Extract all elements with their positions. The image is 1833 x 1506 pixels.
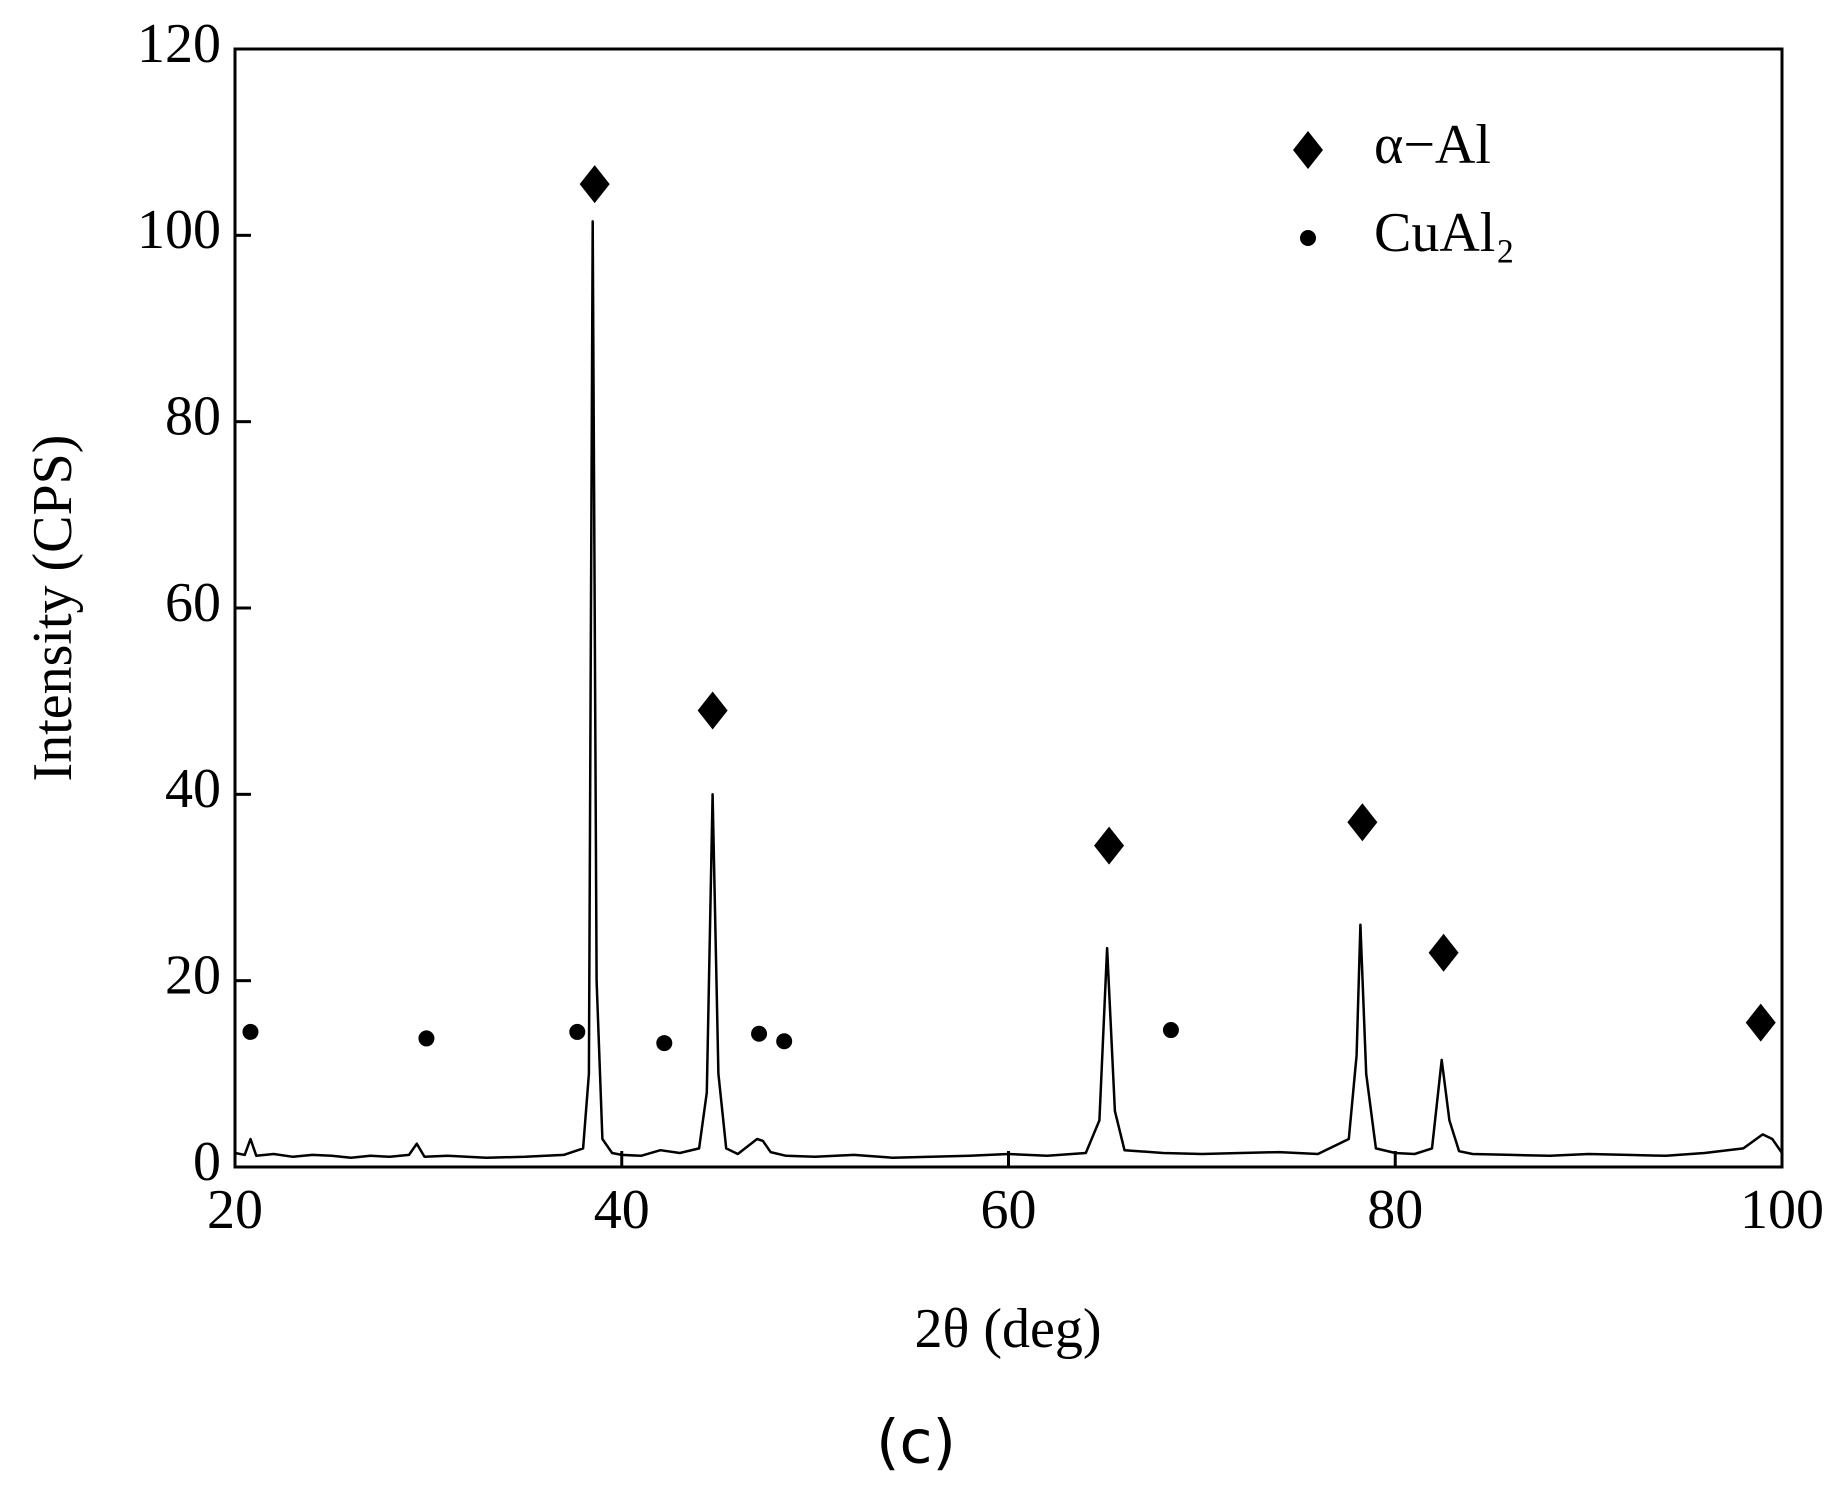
phase-marker [656, 1035, 673, 1052]
phase-marker [569, 1023, 586, 1040]
x-tick-label: 40 [594, 1179, 650, 1241]
y-tick-label: 80 [165, 386, 221, 448]
legend-label: CuAl₂ [1374, 202, 1515, 264]
x-tick-label: 80 [1367, 1179, 1423, 1241]
phase-marker [1094, 826, 1125, 865]
phase-marker [697, 691, 728, 730]
y-tick-label: 40 [165, 758, 221, 820]
y-axis-label: Intensity (CPS) [22, 435, 84, 782]
x-axis-label: 2θ (deg) [915, 1298, 1102, 1360]
phase-marker [579, 165, 610, 204]
phase-marker [751, 1025, 768, 1042]
plot-frame [233, 47, 1784, 1169]
phase-marker [242, 1023, 259, 1040]
y-tick-label: 60 [165, 572, 221, 634]
phase-marker [1162, 1022, 1179, 1039]
legend-marker [1293, 131, 1323, 169]
y-tick-label: 100 [137, 199, 221, 261]
y-tick-label: 0 [193, 1131, 221, 1193]
legend-label: α−Al [1374, 114, 1491, 176]
phase-marker [1745, 1003, 1776, 1042]
phase-marker [418, 1030, 435, 1047]
xrd-line [234, 220, 1784, 1159]
phase-marker [1347, 803, 1378, 842]
x-tick-label: 20 [207, 1179, 263, 1241]
x-tick-label: 100 [1740, 1179, 1824, 1241]
caption: (c) [876, 1408, 956, 1478]
y-tick-label: 120 [137, 13, 221, 75]
y-tick-label: 20 [165, 945, 221, 1007]
x-tick-label: 60 [981, 1179, 1037, 1241]
phase-marker [776, 1033, 793, 1050]
legend-marker [1300, 230, 1316, 246]
phase-marker [1428, 933, 1459, 972]
